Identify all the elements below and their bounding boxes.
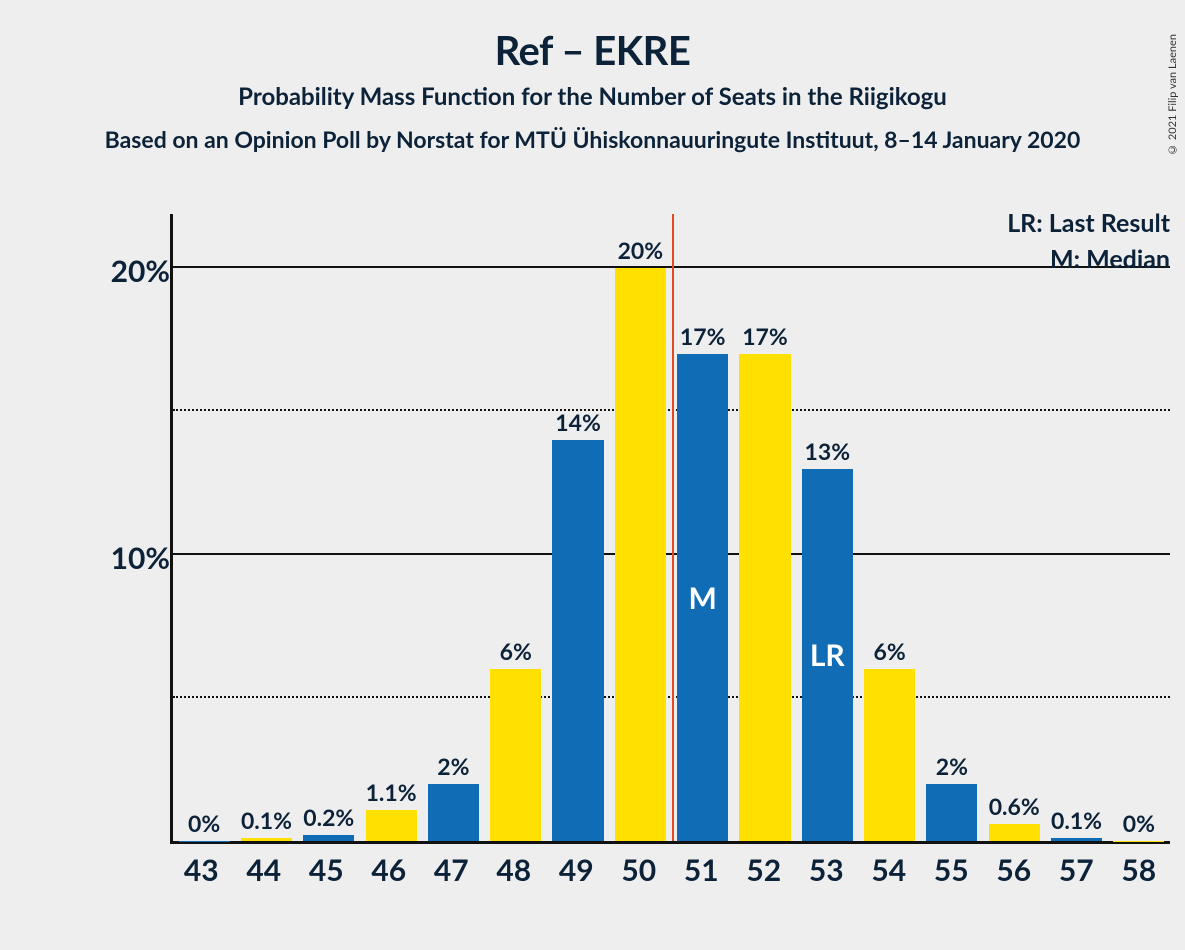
chart-subtitle: Probability Mass Function for the Number… bbox=[0, 82, 1185, 111]
bar-value-label: 20% bbox=[618, 236, 664, 264]
x-tick-label: 52 bbox=[733, 852, 796, 888]
bar: 17%M bbox=[677, 354, 728, 841]
x-tick-label: 45 bbox=[295, 852, 358, 888]
bar-slot: 0.1% bbox=[1045, 214, 1107, 841]
legend: LR: Last Result M: Median bbox=[1007, 208, 1170, 280]
bar-slot: 17% bbox=[734, 214, 796, 841]
x-tick-label: 47 bbox=[420, 852, 483, 888]
bar: 17% bbox=[739, 354, 790, 841]
bar: 0.6% bbox=[989, 824, 1040, 841]
y-tick-label: 10% bbox=[111, 540, 170, 576]
x-tick-label: 58 bbox=[1108, 852, 1171, 888]
copyright-text: © 2021 Filip van Laenen bbox=[1166, 34, 1179, 156]
bar: 6% bbox=[864, 669, 915, 841]
bar-value-label: 17% bbox=[742, 322, 788, 350]
y-tick-label: 20% bbox=[111, 253, 170, 289]
bar: 0.1% bbox=[241, 838, 292, 841]
x-tick-label: 57 bbox=[1045, 852, 1108, 888]
bar-slot: 2% bbox=[422, 214, 484, 841]
bar-value-label: 6% bbox=[500, 637, 532, 665]
bar: 1.1% bbox=[366, 810, 417, 842]
bar-value-label: 0.1% bbox=[1051, 806, 1102, 834]
bar-slot: 2% bbox=[921, 214, 983, 841]
bar-slot: 0.6% bbox=[983, 214, 1045, 841]
x-tick-label: 44 bbox=[233, 852, 296, 888]
bar: 2% bbox=[926, 784, 977, 841]
legend-lr: LR: Last Result bbox=[1007, 208, 1170, 238]
bar-slot: 20% bbox=[609, 214, 671, 841]
chart-subsubtitle: Based on an Opinion Poll by Norstat for … bbox=[0, 125, 1185, 153]
bar-slot: 0% bbox=[173, 214, 235, 841]
chart-title: Ref – EKRE bbox=[0, 26, 1185, 74]
bar-slot: 6% bbox=[858, 214, 920, 841]
bar-slot: 6% bbox=[485, 214, 547, 841]
x-tick-label: 50 bbox=[608, 852, 671, 888]
bar-value-label: 0.6% bbox=[989, 792, 1040, 820]
bar-marker-label: LR bbox=[810, 637, 845, 673]
bar-slot: 1.1% bbox=[360, 214, 422, 841]
bar-value-label: 13% bbox=[805, 437, 851, 465]
x-tick-label: 54 bbox=[858, 852, 921, 888]
bar-slot: 14% bbox=[547, 214, 609, 841]
legend-m: M: Median bbox=[1007, 244, 1170, 274]
bar-value-label: 1.1% bbox=[366, 778, 417, 806]
bar: 14% bbox=[552, 440, 603, 841]
bar: 0.2% bbox=[303, 835, 354, 841]
bar-value-label: 0.1% bbox=[241, 806, 292, 834]
bar: 0% bbox=[179, 841, 230, 842]
bar-value-label: 0.2% bbox=[303, 803, 354, 831]
x-tick-label: 46 bbox=[358, 852, 421, 888]
bar-value-label: 0% bbox=[1123, 809, 1155, 837]
bar-slot: 0.1% bbox=[235, 214, 297, 841]
bar: 20% bbox=[615, 268, 666, 841]
x-tick-label: 55 bbox=[920, 852, 983, 888]
bar-value-label: 2% bbox=[936, 752, 968, 780]
bar: 13%LR bbox=[802, 469, 853, 841]
x-tick-label: 49 bbox=[545, 852, 608, 888]
bar: 2% bbox=[428, 784, 479, 841]
bar-value-label: 0% bbox=[188, 809, 220, 837]
plot-area: 0%0.1%0.2%1.1%2%6%14%20%17%M17%13%LR6%2%… bbox=[170, 214, 1170, 844]
bar-value-label: 2% bbox=[437, 752, 469, 780]
x-tick-label: 56 bbox=[983, 852, 1046, 888]
median-line bbox=[672, 214, 674, 841]
x-tick-label: 43 bbox=[170, 852, 233, 888]
x-tick-label: 48 bbox=[483, 852, 546, 888]
chart-container: LR: Last Result M: Median 10%20% 0%0.1%0… bbox=[60, 214, 1180, 904]
x-tick-label: 51 bbox=[670, 852, 733, 888]
bar-slot: 13% LR bbox=[796, 214, 858, 841]
bar: 0% bbox=[1113, 841, 1164, 842]
x-tick-label: 53 bbox=[795, 852, 858, 888]
bar-slot: 0.2% bbox=[298, 214, 360, 841]
bar: 0.1% bbox=[1051, 838, 1102, 841]
bar-value-label: 17% bbox=[680, 322, 726, 350]
bar-marker-label: M bbox=[688, 580, 716, 616]
bar-value-label: 6% bbox=[873, 637, 905, 665]
bar-slot: 17% M bbox=[672, 214, 734, 841]
bar-value-label: 14% bbox=[555, 408, 601, 436]
bar: 6% bbox=[490, 669, 541, 841]
bar-slot: 0% bbox=[1108, 214, 1170, 841]
